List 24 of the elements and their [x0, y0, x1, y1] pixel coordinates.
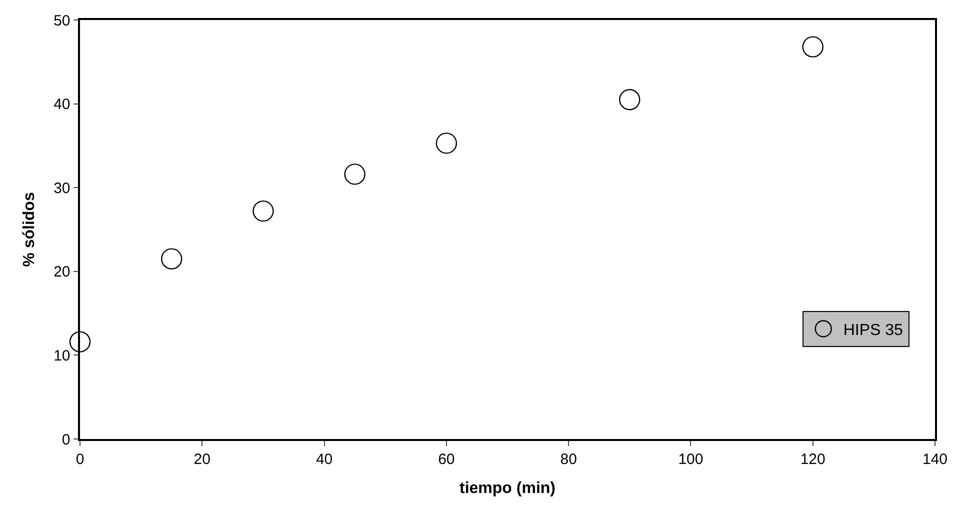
x-tick-label: 120 [800, 450, 826, 468]
y-tick-label: 10 [54, 347, 70, 364]
x-tick-label: 60 [438, 450, 455, 468]
point [802, 36, 824, 58]
x-tick-label: 40 [316, 450, 333, 468]
point [436, 132, 458, 154]
point [619, 89, 640, 110]
y-tick-label: 50 [54, 12, 70, 30]
y-axis-title: % sólidos [20, 192, 38, 267]
x-tick-label: 0 [76, 450, 84, 468]
y-tick-label: 20 [54, 264, 70, 281]
y-tick-label: 30 [54, 180, 70, 197]
x-tick-label: 80 [560, 450, 577, 468]
x-tick-label: 100 [678, 450, 704, 468]
y-tick-label: 0 [62, 431, 70, 448]
point [344, 164, 366, 185]
x-axis-title: tiempo (min) [460, 480, 556, 497]
x-tick-label: 20 [194, 450, 210, 468]
point [69, 331, 91, 352]
x-tick-label: 140 [922, 450, 948, 468]
point [252, 200, 274, 222]
y-tick-label: 40 [54, 96, 70, 114]
point [161, 248, 182, 270]
legend-label: HIPS 35 [843, 322, 904, 339]
